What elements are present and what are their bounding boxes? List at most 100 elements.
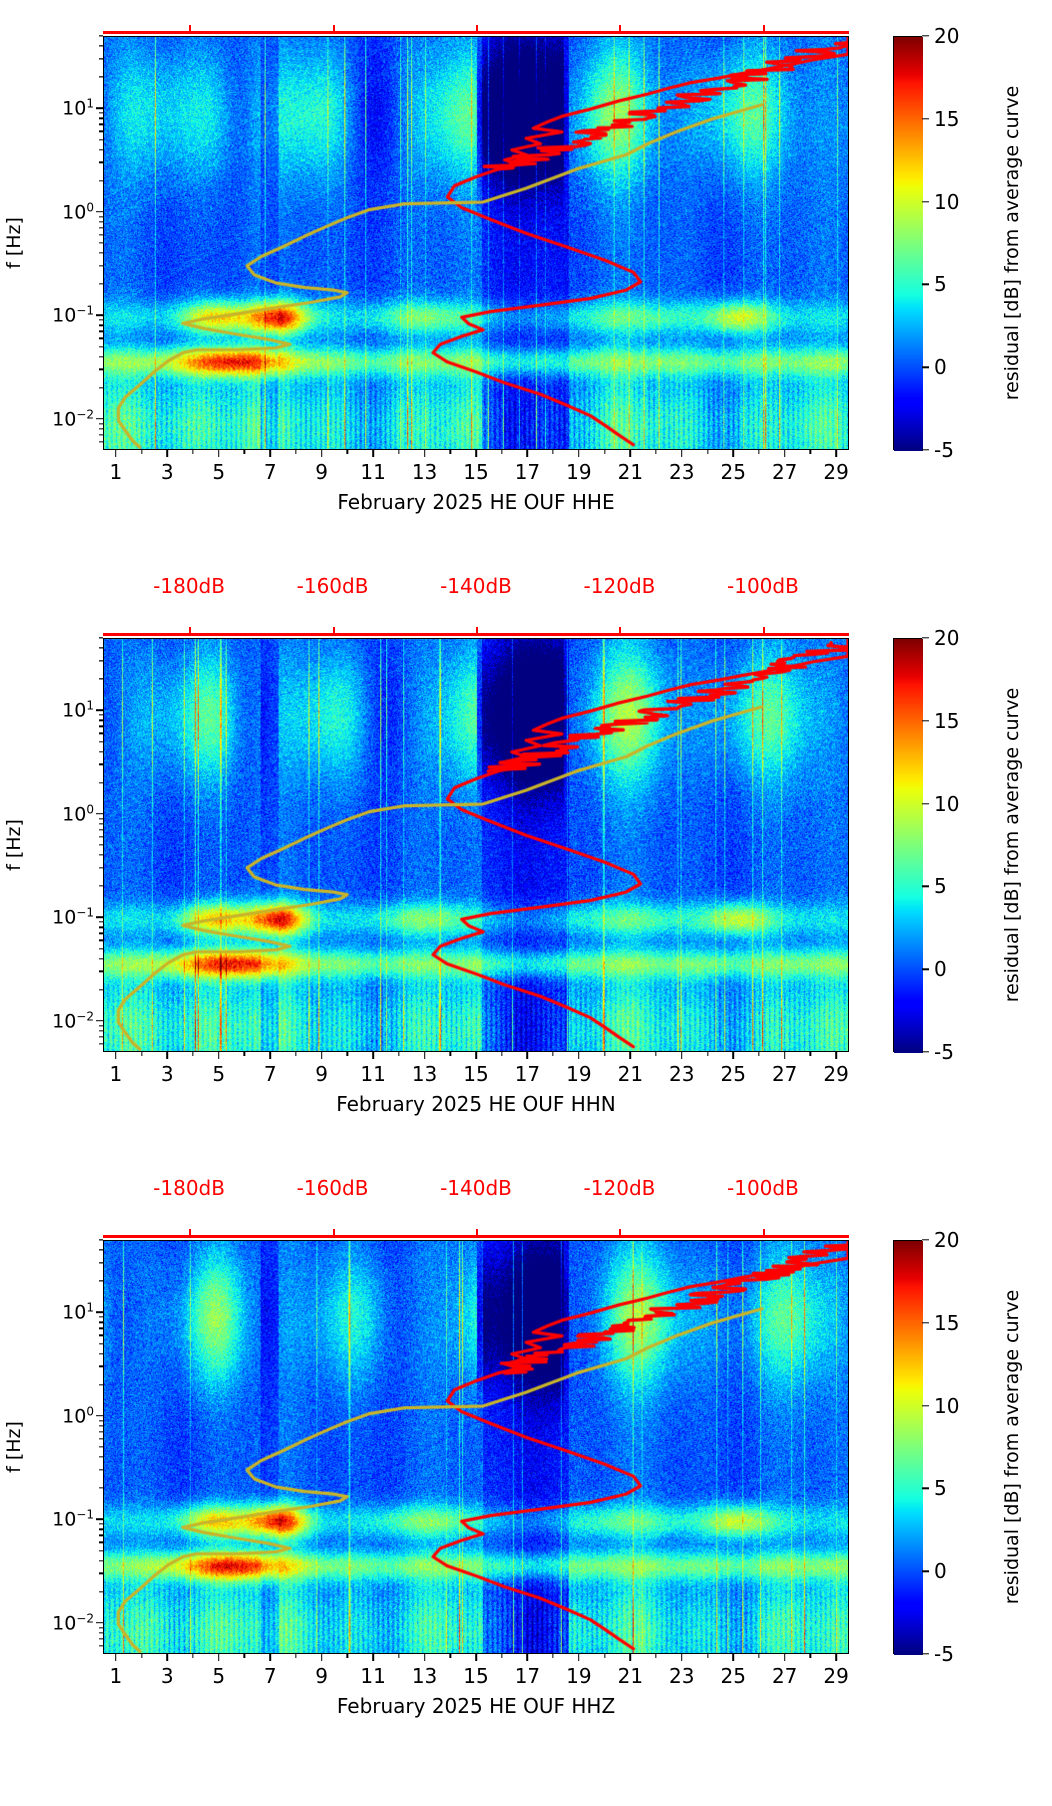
top-db-label: -140dB (440, 1176, 512, 1200)
x-tick (372, 1654, 374, 1661)
x-tick (320, 1654, 323, 1661)
top-db-axis-1 (103, 627, 849, 637)
x-tick (578, 1654, 580, 1661)
x-minor-tick (140, 450, 143, 454)
x-minor-tick (295, 1654, 297, 1658)
x-minor-tick (552, 1052, 554, 1056)
x-tick (115, 1052, 117, 1059)
colorbar-tick (922, 118, 929, 120)
y-minor-tick (99, 1239, 103, 1241)
top-db-label: -140dB (440, 574, 512, 598)
x-tick-label: 23 (669, 1062, 695, 1086)
y-minor-tick (99, 678, 103, 680)
colorbar-tick-label: 10 (934, 1393, 960, 1418)
y-minor-tick (99, 939, 103, 941)
colorbar-tick (922, 1239, 929, 1241)
colorbar-tick-label: 0 (934, 1559, 947, 1584)
top-db-tick (189, 627, 192, 635)
x-tick (166, 450, 169, 457)
y-minor-tick (99, 660, 103, 662)
x-tick-label: 27 (771, 1062, 798, 1086)
y-tick-label: 100 (62, 802, 94, 826)
y-minor-tick (99, 330, 103, 333)
colorbar-tick-label: 0 (934, 957, 947, 982)
y-minor-tick (99, 1036, 103, 1038)
y-minor-tick (99, 1541, 103, 1543)
x-tick-label: 23 (669, 1664, 695, 1688)
y-major-tick (96, 211, 103, 213)
x-tick (269, 1052, 271, 1059)
y-minor-tick (99, 1280, 103, 1282)
y-minor-tick (99, 1316, 103, 1318)
x-tick-label: 21 (617, 1062, 644, 1086)
y-minor-tick (99, 1549, 103, 1552)
x-tick (783, 1654, 786, 1661)
x-minor-tick (192, 450, 194, 454)
y-tick-label: 10−2 (52, 1611, 94, 1635)
y-minor-tick (99, 725, 103, 728)
colorbar-tick-label: 20 (934, 1228, 960, 1252)
colorbar-2 (893, 1240, 923, 1655)
y-minor-tick (99, 637, 103, 639)
x-minor-tick (398, 450, 400, 454)
y-axis-label-0: f [Hz] (3, 217, 25, 269)
y-major-tick (96, 1518, 103, 1521)
y-minor-tick (99, 1572, 103, 1575)
x-tick (217, 1052, 220, 1059)
top-db-label: -100dB (727, 1176, 799, 1200)
y-major-tick (96, 1415, 103, 1417)
y-minor-tick (99, 117, 103, 120)
x-minor-tick (243, 1654, 246, 1658)
x-tick-label: 1 (109, 1062, 123, 1086)
y-minor-tick (99, 345, 103, 348)
y-minor-tick (99, 1487, 103, 1489)
x-minor-tick (655, 1052, 657, 1056)
x-tick-label: 27 (771, 460, 798, 484)
y-minor-tick (99, 829, 103, 831)
x-axis-title-1: February 2025 HE OUF HHN (336, 1092, 616, 1116)
plot-area-2[interactable] (103, 1240, 849, 1654)
y-major-tick (96, 1020, 103, 1022)
colorbar-tick (922, 366, 929, 368)
top-db-tick (189, 1229, 192, 1237)
colorbar-label-2: residual [dB] from average curve (1001, 1289, 1023, 1605)
x-tick (372, 450, 374, 457)
x-tick (629, 1052, 632, 1059)
top-db-axis-2 (103, 1229, 849, 1239)
x-tick-label: 5 (212, 1664, 226, 1688)
colorbar-tick (922, 637, 929, 639)
y-tick-label: 10−1 (52, 905, 94, 929)
top-db-tick (332, 627, 335, 635)
x-minor-tick (243, 450, 246, 454)
x-tick (835, 1654, 837, 1661)
x-minor-tick (501, 450, 503, 454)
x-tick-label: 15 (463, 1062, 489, 1086)
x-minor-tick (140, 1052, 143, 1056)
x-minor-tick (243, 1052, 246, 1056)
y-minor-tick (99, 387, 103, 389)
y-minor-tick (99, 823, 103, 825)
x-tick (680, 450, 683, 457)
x-tick-label: 11 (360, 1062, 386, 1086)
y-minor-tick (99, 885, 103, 887)
plot-area-1[interactable] (103, 638, 849, 1052)
x-tick (526, 1654, 529, 1661)
y-minor-tick (99, 1342, 103, 1345)
x-tick (629, 1654, 632, 1661)
y-minor-tick (99, 1431, 103, 1433)
x-tick-label: 17 (514, 460, 541, 484)
y-minor-tick (99, 836, 103, 838)
x-tick (320, 1052, 323, 1059)
x-tick (629, 450, 632, 457)
x-tick-label: 19 (566, 1062, 592, 1086)
x-tick-label: 13 (411, 1664, 438, 1688)
y-minor-tick (99, 1327, 103, 1330)
y-minor-tick (99, 161, 103, 164)
y-tick-label: 101 (62, 698, 94, 722)
y-minor-tick (99, 740, 103, 743)
colorbar-tick (922, 885, 929, 888)
plot-area-0[interactable] (103, 36, 849, 450)
y-minor-tick (99, 1591, 103, 1593)
y-minor-tick (99, 130, 103, 132)
x-tick (423, 450, 426, 457)
